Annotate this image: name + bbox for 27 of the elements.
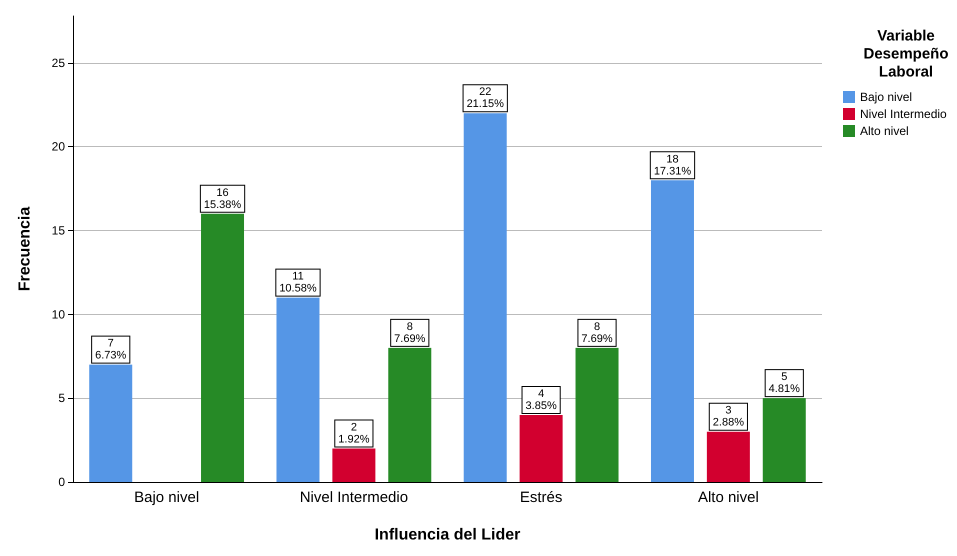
x-axis-title: Influencia del Lider <box>374 526 520 544</box>
data-label: 8 7.69% <box>394 320 426 345</box>
data-label: 22 21.15% <box>466 86 504 110</box>
y-tick-label: 0 <box>58 475 66 489</box>
legend-label: Bajo nivel <box>860 90 912 104</box>
data-label: 5 4.81% <box>768 371 800 396</box>
y-tick-label: 25 <box>52 56 66 70</box>
x-tick-label: Estrés <box>520 489 562 506</box>
x-tick-label: Bajo nivel <box>134 489 200 506</box>
legend-title: Variable Desempeño Laboral <box>863 28 949 80</box>
x-tick-label: Nivel Intermedio <box>300 489 408 506</box>
x-tick-label: Alto nivel <box>698 489 759 506</box>
data-label: 8 7.69% <box>581 320 613 345</box>
y-tick-label: 5 <box>58 391 66 406</box>
data-label: 3 2.88% <box>712 404 744 429</box>
data-label: 18 17.31% <box>654 153 692 178</box>
y-tick-label: 15 <box>52 224 66 238</box>
data-label: 2 1.92% <box>338 421 370 446</box>
data-label: 16 15.38% <box>204 186 242 211</box>
legend-label: Alto nivel <box>860 124 909 138</box>
data-label: 11 10.58% <box>279 270 317 295</box>
data-label: 7 6.73% <box>95 338 127 362</box>
y-axis-title: Frecuencia <box>16 206 34 292</box>
data-label: 4 3.85% <box>526 388 557 412</box>
y-tick-label: 10 <box>52 307 66 322</box>
legend-label: Nivel Intermedio <box>860 107 948 121</box>
y-tick-label: 20 <box>52 140 66 154</box>
